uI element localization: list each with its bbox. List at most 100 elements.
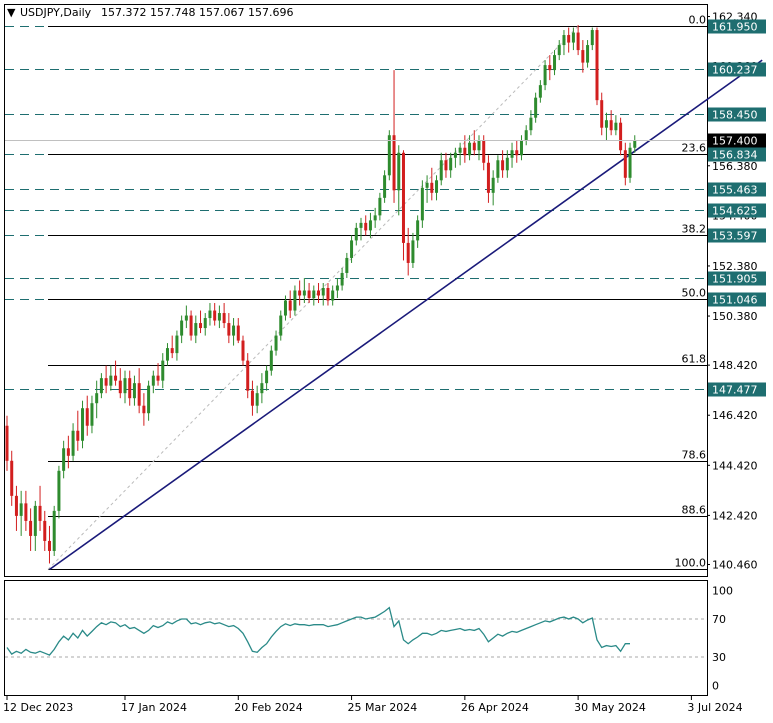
candle bbox=[156, 363, 160, 386]
candle bbox=[52, 505, 56, 556]
level-label-text: 161.950 bbox=[712, 21, 758, 34]
candle bbox=[43, 510, 47, 551]
candle bbox=[109, 365, 113, 391]
candle-body bbox=[449, 157, 453, 171]
date-tick-label: 30 May 2024 bbox=[574, 701, 646, 714]
candle-body bbox=[600, 100, 604, 128]
horizontal-levels-group bbox=[5, 26, 707, 390]
candle bbox=[633, 135, 637, 153]
candle-body bbox=[118, 380, 122, 394]
candle bbox=[420, 180, 424, 228]
candle bbox=[444, 152, 448, 178]
candle-body bbox=[524, 130, 528, 141]
candle bbox=[387, 130, 391, 181]
candle-body bbox=[85, 408, 89, 426]
candle-body bbox=[194, 323, 198, 336]
candle bbox=[345, 252, 349, 278]
candle-body bbox=[538, 85, 542, 98]
date-tick-label: 26 Apr 2024 bbox=[461, 701, 529, 714]
header-arrow[interactable]: ▼ bbox=[7, 6, 16, 19]
candle bbox=[194, 315, 198, 344]
level-label-text: 160.237 bbox=[712, 64, 758, 77]
candle-body bbox=[435, 180, 439, 193]
candle-body bbox=[567, 35, 571, 43]
candle-body bbox=[505, 157, 509, 171]
level-label-text: 147.477 bbox=[712, 384, 758, 397]
candle bbox=[5, 415, 9, 471]
candle bbox=[350, 235, 354, 263]
candle-body bbox=[444, 160, 448, 171]
candle-body bbox=[81, 408, 85, 441]
candle bbox=[505, 150, 509, 178]
candle-body bbox=[331, 290, 335, 301]
candle-body bbox=[430, 182, 434, 193]
candle bbox=[128, 370, 132, 406]
candle bbox=[590, 27, 594, 51]
candle-body bbox=[373, 215, 377, 221]
candle bbox=[279, 310, 283, 341]
candle bbox=[293, 285, 297, 316]
candle-body bbox=[335, 285, 339, 291]
candle-body bbox=[619, 122, 623, 151]
candle-body bbox=[317, 290, 321, 296]
candle-body bbox=[19, 503, 23, 516]
candle-body bbox=[501, 160, 505, 171]
candle-body bbox=[71, 430, 75, 456]
candle bbox=[491, 170, 495, 206]
candle-body bbox=[213, 310, 217, 321]
candle bbox=[24, 490, 28, 531]
candle-body bbox=[515, 150, 519, 156]
fibonacci-group: 0.0 23.6 38.2 50.0 61.8 78.6 88.6 100.0 bbox=[48, 14, 707, 570]
candle-body bbox=[232, 325, 236, 336]
candle bbox=[246, 353, 250, 399]
fib-level-label: 61.8 bbox=[682, 353, 707, 366]
candle-body bbox=[128, 378, 132, 399]
candle-body bbox=[288, 300, 292, 311]
candle-body bbox=[529, 117, 533, 131]
candle bbox=[628, 142, 632, 183]
level-label-text: 154.625 bbox=[712, 205, 758, 218]
candle-body bbox=[321, 287, 325, 296]
candle-body bbox=[425, 182, 429, 188]
candle-body bbox=[633, 140, 637, 148]
candle-body bbox=[104, 378, 108, 386]
candle-body bbox=[95, 393, 99, 404]
candle bbox=[562, 30, 566, 56]
candle bbox=[95, 380, 99, 419]
candle-body bbox=[416, 220, 420, 241]
candle bbox=[137, 368, 141, 414]
candle bbox=[378, 192, 382, 221]
candle bbox=[571, 27, 575, 51]
candle-body bbox=[387, 135, 391, 176]
level-label-text: 156.834 bbox=[712, 149, 758, 162]
candle bbox=[411, 232, 415, 268]
candles-group bbox=[5, 25, 637, 564]
candle bbox=[581, 40, 585, 73]
candle-body bbox=[581, 50, 585, 63]
candle-body bbox=[614, 122, 618, 131]
candle-body bbox=[411, 240, 415, 263]
level-label-box bbox=[708, 182, 766, 197]
level-label-box bbox=[708, 107, 766, 122]
price-tick-label: 152.380 bbox=[712, 260, 758, 273]
candle bbox=[269, 345, 273, 376]
candle-body bbox=[33, 505, 37, 536]
candle-body bbox=[298, 290, 302, 296]
level-label-box bbox=[708, 382, 766, 397]
candle-body bbox=[453, 152, 457, 158]
candle-body bbox=[250, 390, 254, 406]
candle-body bbox=[590, 30, 594, 46]
candle bbox=[321, 282, 325, 306]
candle-body bbox=[420, 187, 424, 221]
candle bbox=[463, 135, 467, 163]
candle bbox=[10, 450, 14, 506]
price-tick-label: 156.380 bbox=[712, 160, 758, 173]
candle-body bbox=[458, 147, 462, 153]
candle-body bbox=[609, 120, 613, 131]
candle-body bbox=[62, 448, 66, 471]
fib-level-label: 50.0 bbox=[682, 287, 707, 300]
candle-body bbox=[406, 242, 410, 263]
candle-body bbox=[57, 470, 61, 511]
candle bbox=[151, 370, 155, 394]
fib-level-label: 0.0 bbox=[689, 14, 707, 27]
